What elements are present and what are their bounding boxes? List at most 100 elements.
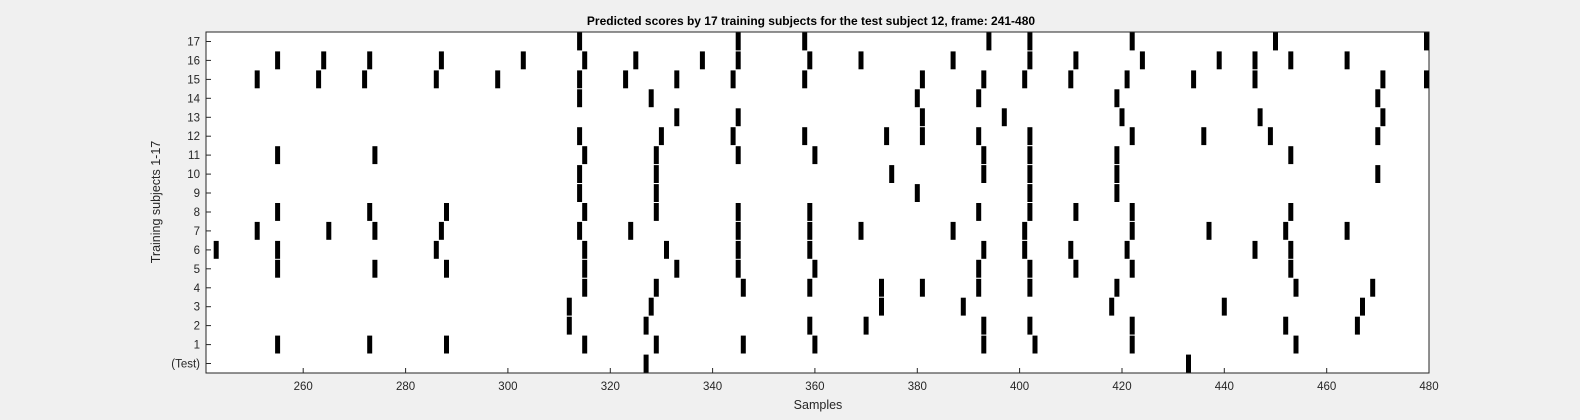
raster-mark: [372, 259, 378, 278]
raster-mark: [653, 203, 659, 221]
x-tick-label: 340: [703, 381, 722, 393]
raster-mark: [1124, 70, 1130, 89]
raster-mark: [275, 240, 281, 259]
y-tick-label: 10: [187, 169, 200, 181]
raster-mark: [653, 184, 659, 202]
raster-mark: [1375, 165, 1381, 183]
raster-mark: [1073, 51, 1079, 70]
raster-mark: [919, 108, 925, 127]
raster-mark: [884, 127, 890, 146]
raster-mark: [566, 316, 572, 335]
raster-mark: [1027, 165, 1033, 183]
raster-mark: [1375, 89, 1381, 108]
raster-mark: [807, 221, 813, 240]
raster-mark: [674, 259, 680, 278]
raster-mark: [577, 32, 583, 51]
y-tick-label: 11: [188, 150, 200, 162]
raster-mark: [1201, 127, 1207, 146]
y-tick-label: 5: [194, 264, 200, 276]
raster-mark: [1257, 108, 1263, 127]
raster-mark: [919, 278, 925, 297]
raster-mark: [735, 108, 741, 127]
x-tick-label: 320: [601, 381, 620, 393]
y-tick-label: 14: [187, 93, 200, 105]
raster-mark: [1124, 240, 1130, 259]
raster-mark: [1129, 221, 1135, 240]
raster-mark: [981, 240, 987, 259]
raster-mark: [1068, 240, 1074, 259]
y-tick-label: 13: [187, 112, 200, 124]
raster-mark: [981, 70, 987, 89]
raster-mark: [1001, 108, 1007, 127]
raster-mark: [433, 240, 439, 259]
x-tick-label: 440: [1215, 381, 1234, 393]
raster-mark: [372, 146, 378, 165]
raster-mark: [1027, 184, 1033, 202]
x-tick-label: 300: [498, 381, 517, 393]
raster-mark: [812, 335, 818, 354]
raster-mark: [1114, 278, 1120, 297]
y-axis-label: Training subjects 1-17: [149, 141, 163, 264]
raster-mark: [807, 278, 813, 297]
raster-mark: [1027, 316, 1033, 335]
raster-mark: [1283, 221, 1289, 240]
raster-mark: [807, 51, 813, 70]
raster-mark: [643, 316, 649, 335]
raster-mark: [1119, 108, 1125, 127]
raster-mark: [1252, 70, 1258, 89]
raster-mark: [802, 70, 808, 89]
raster-mark: [730, 127, 736, 146]
raster-mark: [628, 221, 634, 240]
raster-mark: [577, 184, 583, 202]
raster-mark: [812, 146, 818, 165]
raster-mark: [914, 184, 920, 202]
raster-mark: [1293, 278, 1299, 297]
raster-mark: [1114, 146, 1120, 165]
raster-mark: [1252, 240, 1258, 259]
raster-mark: [1380, 70, 1386, 89]
raster-mark: [577, 127, 583, 146]
y-tick-label: 1: [194, 340, 200, 352]
plot-area: [205, 31, 1430, 374]
raster-mark: [275, 146, 281, 165]
y-tick-label: 12: [187, 131, 200, 143]
raster-mark: [275, 259, 281, 278]
raster-mark: [735, 259, 741, 278]
raster-mark: [367, 335, 373, 354]
y-tick-label: (Test): [171, 359, 200, 371]
raster-mark: [1206, 221, 1212, 240]
raster-mark: [1129, 259, 1135, 278]
raster-mark: [623, 70, 629, 89]
x-tick-label: 420: [1112, 381, 1131, 393]
raster-mark: [740, 278, 746, 297]
raster-mark: [1293, 335, 1299, 354]
raster-mark: [1252, 51, 1258, 70]
raster-mark: [858, 221, 864, 240]
raster-mark: [976, 278, 982, 297]
y-tick-label: 15: [187, 74, 200, 86]
raster-mark: [730, 70, 736, 89]
x-tick-label: 280: [396, 381, 415, 393]
y-tick-label: 6: [194, 245, 200, 257]
raster-mark: [1191, 70, 1197, 89]
raster-mark: [275, 335, 281, 354]
raster-mark: [520, 51, 526, 70]
y-tick-label: 8: [194, 207, 200, 219]
raster-mark: [1288, 240, 1294, 259]
raster-mark: [444, 335, 449, 354]
raster-mark: [1027, 146, 1033, 165]
raster-mark: [1273, 32, 1278, 51]
raster-mark: [643, 354, 649, 373]
raster-mark: [1360, 297, 1365, 316]
raster-mark: [653, 165, 659, 183]
raster-mark: [879, 297, 884, 316]
raster-mark: [802, 32, 808, 51]
raster-mark: [653, 146, 659, 165]
raster-mark: [444, 259, 449, 278]
raster-mark: [919, 127, 925, 146]
raster-mark: [1288, 259, 1294, 278]
raster-mark: [213, 240, 219, 259]
raster-mark: [863, 316, 869, 335]
